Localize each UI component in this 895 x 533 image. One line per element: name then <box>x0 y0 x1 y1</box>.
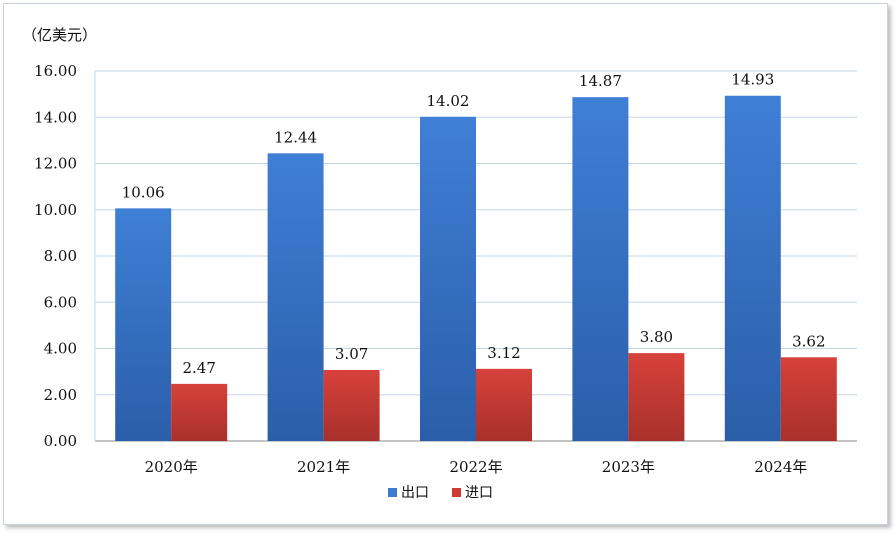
y-tick-label: 16.00 <box>34 62 77 80</box>
data-label: 3.07 <box>335 345 368 363</box>
legend-label: 进口 <box>465 485 493 501</box>
y-axis-ticks: 0.00 2.00 4.00 6.00 8.00 10.00 12.00 14.00 16.00 <box>34 62 77 450</box>
data-label: 10.06 <box>122 183 165 201</box>
y-axis-unit-label: （亿美元） <box>22 26 97 44</box>
data-label: 14.93 <box>731 71 774 89</box>
bar-进口-2021年 <box>323 370 380 441</box>
x-tick-label: 2020年 <box>145 458 198 476</box>
bar-出口-2024年 <box>724 95 781 442</box>
y-tick-label: 0.00 <box>44 432 77 450</box>
x-tick-label: 2023年 <box>602 458 655 476</box>
data-label: 3.62 <box>792 332 825 350</box>
data-label: 2.47 <box>182 359 215 377</box>
bars <box>115 95 837 442</box>
data-label: 3.80 <box>640 328 673 346</box>
y-tick-label: 2.00 <box>44 386 77 404</box>
data-label: 12.44 <box>274 128 317 146</box>
x-tick-label: 2021年 <box>297 458 350 476</box>
data-label: 3.12 <box>487 344 520 362</box>
bar-进口-2022年 <box>476 368 532 441</box>
legend: 出口 进口 <box>388 485 493 501</box>
y-tick-label: 10.00 <box>34 201 77 219</box>
legend-label: 出口 <box>401 485 429 501</box>
bar-出口-2020年 <box>115 208 172 441</box>
x-tick-label: 2022年 <box>449 458 502 476</box>
x-tick-label: 2024年 <box>754 458 807 476</box>
y-tick-label: 12.00 <box>34 155 77 173</box>
bar-进口-2024年 <box>780 357 837 441</box>
y-tick-label: 6.00 <box>44 293 77 311</box>
legend-swatch <box>452 488 461 497</box>
data-label: 14.02 <box>427 92 470 110</box>
y-tick-label: 4.00 <box>44 340 77 358</box>
bar-出口-2023年 <box>572 97 629 441</box>
data-labels: 10.06 2.47 12.44 3.07 14.02 3.12 14.87 3.80 14.9… <box>122 71 826 377</box>
data-label: 14.87 <box>579 72 622 90</box>
legend-swatch <box>388 488 397 497</box>
bar-进口-2023年 <box>628 353 685 441</box>
bar-出口-2021年 <box>267 153 324 441</box>
y-tick-label: 14.00 <box>34 108 77 126</box>
bar-进口-2020年 <box>171 383 228 441</box>
x-axis-ticks: 2020年 2021年 2022年 2023年 2024年 <box>145 458 808 476</box>
y-tick-label: 8.00 <box>44 247 77 265</box>
bar-出口-2022年 <box>420 116 476 441</box>
